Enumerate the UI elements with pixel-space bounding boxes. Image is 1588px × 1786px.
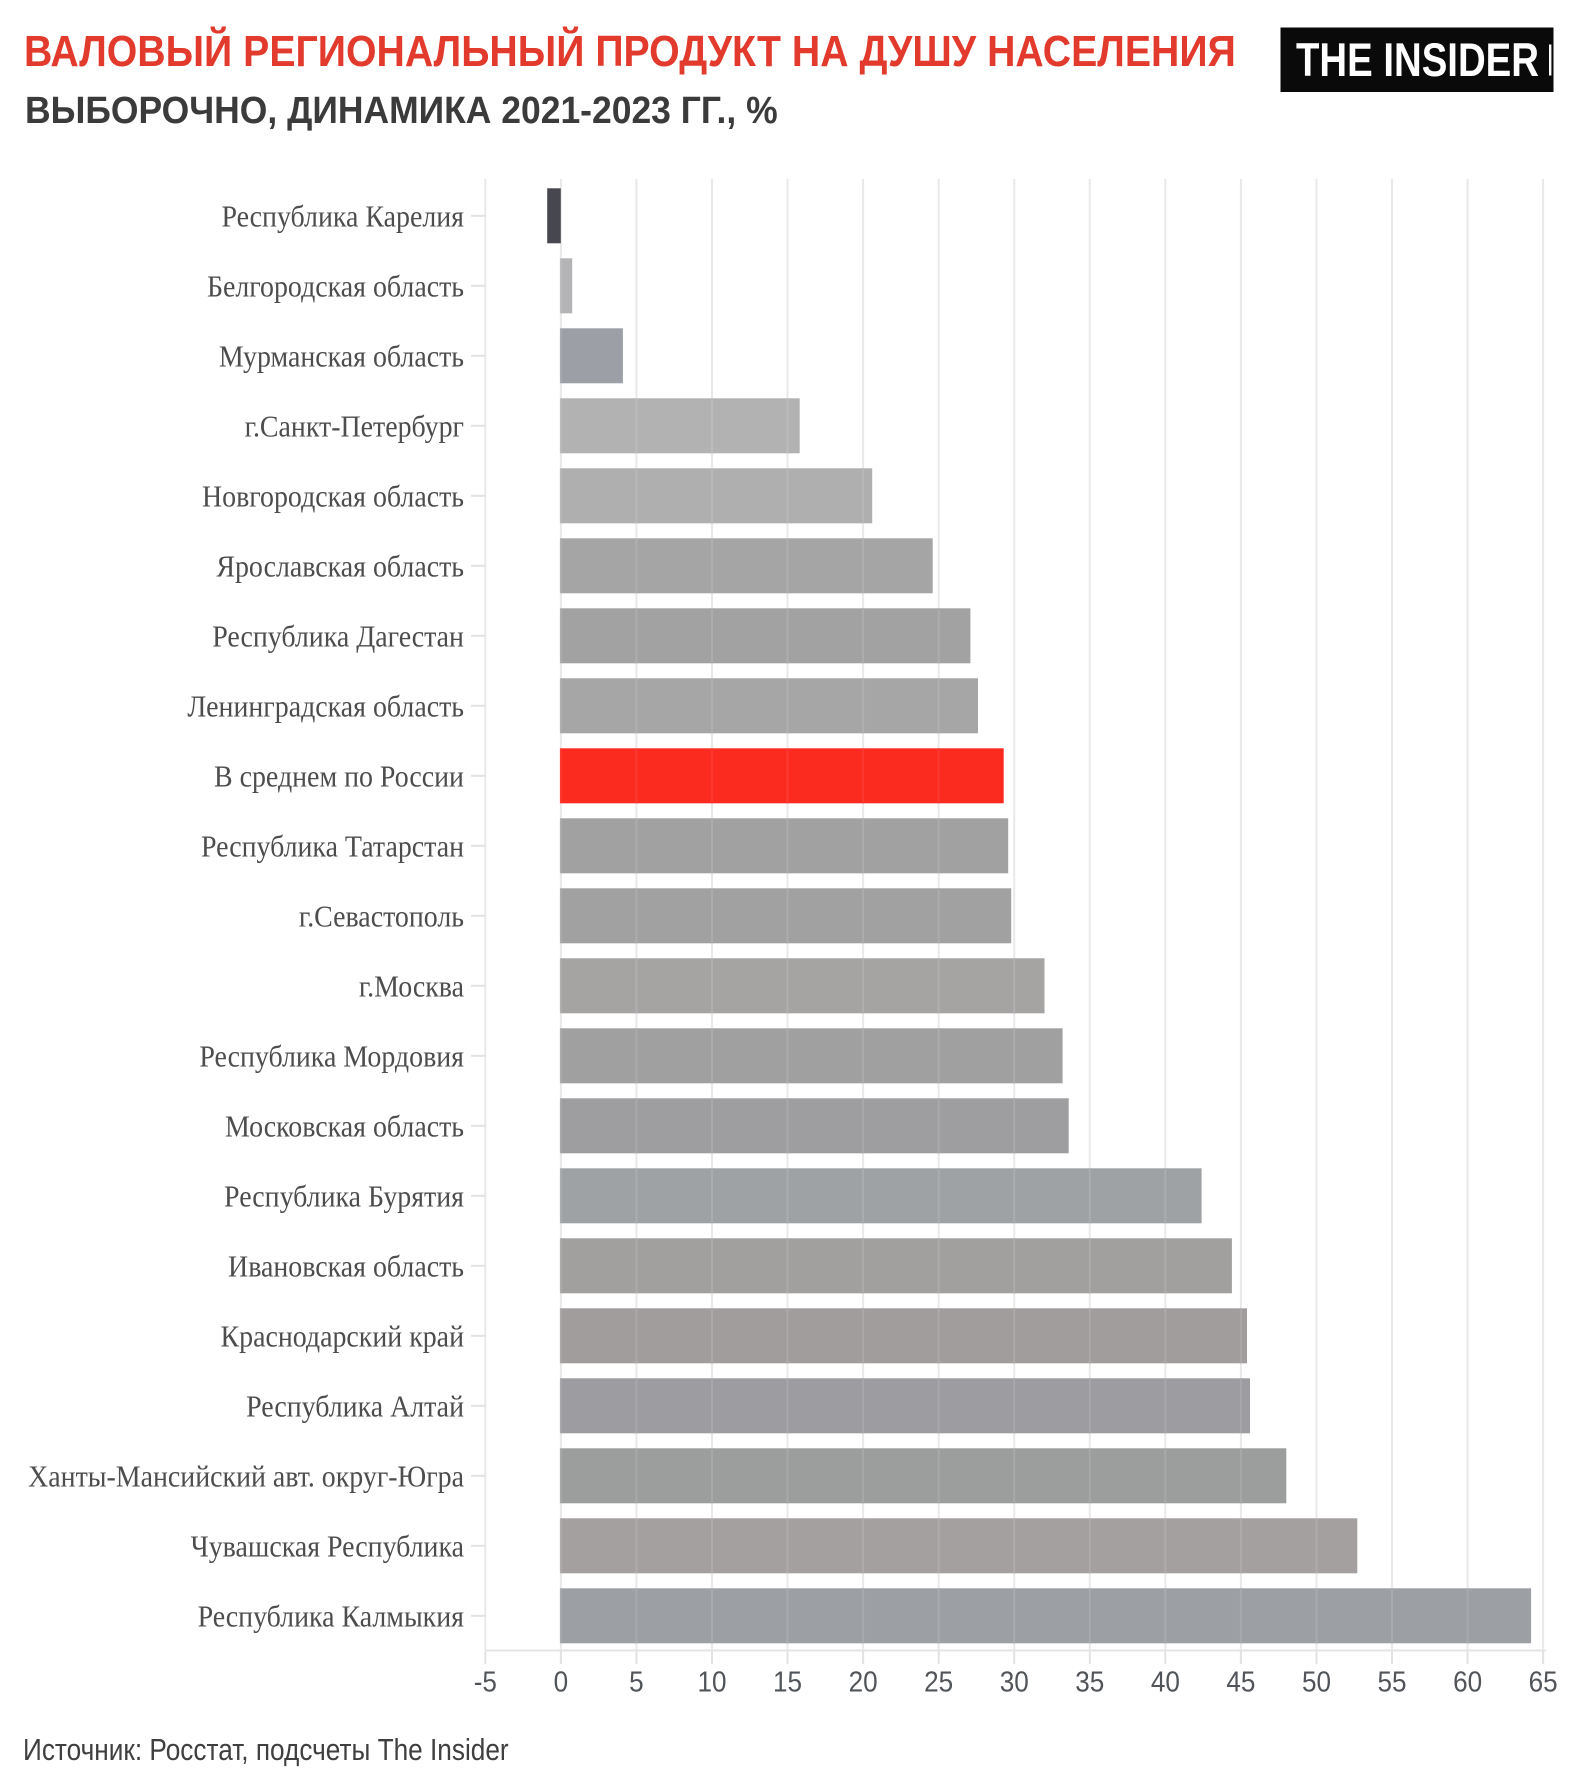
svg-text:Краснодарский край: Краснодарский край — [221, 1320, 465, 1354]
svg-text:40: 40 — [1151, 1665, 1180, 1698]
svg-text:5: 5 — [629, 1665, 644, 1698]
svg-text:г.Севастополь: г.Севастополь — [299, 900, 464, 934]
svg-text:Московская область: Московская область — [225, 1110, 464, 1144]
svg-text:55: 55 — [1378, 1665, 1407, 1698]
svg-text:-5: -5 — [474, 1665, 497, 1698]
svg-text:Белгородская область: Белгородская область — [207, 270, 464, 304]
svg-text:25: 25 — [924, 1665, 953, 1698]
svg-text:50: 50 — [1302, 1665, 1331, 1698]
svg-text:Новгородская область: Новгородская область — [202, 480, 464, 514]
svg-text:Республика Карелия: Республика Карелия — [221, 200, 464, 234]
svg-text:Республика Алтай: Республика Алтай — [246, 1390, 464, 1424]
svg-text:10: 10 — [697, 1665, 726, 1698]
svg-text:0: 0 — [554, 1665, 569, 1698]
svg-text:Республика Дагестан: Республика Дагестан — [212, 620, 464, 654]
svg-text:Источник: Росстат, подсчеты Th: Источник: Росстат, подсчеты The Insider — [23, 1733, 509, 1768]
svg-text:20: 20 — [849, 1665, 878, 1698]
svg-text:ВЫБОРОЧНО, ДИНАМИКА 2021-2023: ВЫБОРОЧНО, ДИНАМИКА 2021-2023 ГГ., % — [25, 89, 778, 131]
svg-text:Республика Мордовия: Республика Мордовия — [199, 1040, 464, 1074]
svg-text:Ленинградская область: Ленинградская область — [187, 690, 464, 724]
svg-text:15: 15 — [773, 1665, 802, 1698]
svg-text:Республика Калмыкия: Республика Калмыкия — [198, 1600, 465, 1634]
svg-text:Республика Татарстан: Республика Татарстан — [201, 830, 464, 864]
svg-text:Республика Бурятия: Республика Бурятия — [224, 1180, 464, 1214]
svg-text:60: 60 — [1453, 1665, 1482, 1698]
svg-text:Мурманская область: Мурманская область — [219, 340, 464, 374]
svg-text:30: 30 — [1000, 1665, 1029, 1698]
svg-text:Ханты-Мансийский авт. округ-Юг: Ханты-Мансийский авт. округ-Югра — [28, 1460, 464, 1494]
svg-text:г.Москва: г.Москва — [359, 970, 464, 1004]
svg-text:ВАЛОВЫЙ РЕГИОНАЛЬНЫЙ ПРОДУКТ Н: ВАЛОВЫЙ РЕГИОНАЛЬНЫЙ ПРОДУКТ НА ДУШУ НАС… — [24, 25, 1236, 76]
svg-text:35: 35 — [1075, 1665, 1104, 1698]
svg-text:THE INSIDER: THE INSIDER — [1296, 34, 1539, 87]
svg-text:В среднем по России: В среднем по России — [214, 760, 464, 794]
svg-text:45: 45 — [1226, 1665, 1255, 1698]
svg-text:65: 65 — [1529, 1665, 1558, 1698]
svg-text:г.Санкт-Петербург: г.Санкт-Петербург — [245, 410, 464, 444]
svg-text:Чувашская Республика: Чувашская Республика — [191, 1530, 464, 1564]
svg-text:Ярославская область: Ярославская область — [216, 550, 464, 584]
svg-text:Ивановская область: Ивановская область — [228, 1250, 464, 1284]
